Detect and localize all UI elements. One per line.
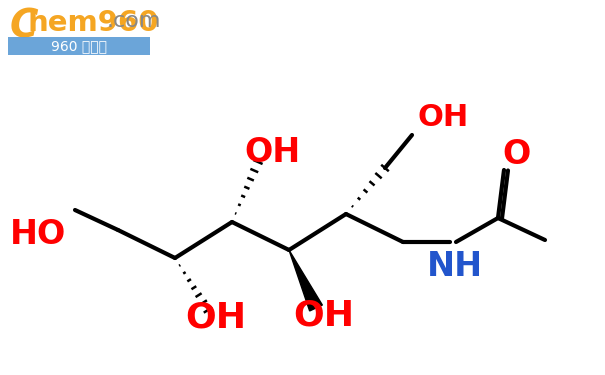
Text: OH: OH: [186, 301, 247, 335]
Text: OH: OH: [293, 299, 355, 333]
Text: 960 化工网: 960 化工网: [51, 39, 107, 53]
Text: .com: .com: [107, 11, 162, 31]
Text: O: O: [502, 138, 530, 171]
Polygon shape: [289, 250, 322, 311]
Text: OH: OH: [417, 104, 469, 132]
Text: OH: OH: [244, 135, 300, 168]
Text: hem960: hem960: [28, 9, 160, 37]
Text: NH: NH: [427, 249, 483, 282]
Text: HO: HO: [10, 219, 66, 252]
Text: C: C: [10, 8, 39, 46]
FancyBboxPatch shape: [3, 3, 158, 59]
FancyBboxPatch shape: [8, 37, 150, 55]
